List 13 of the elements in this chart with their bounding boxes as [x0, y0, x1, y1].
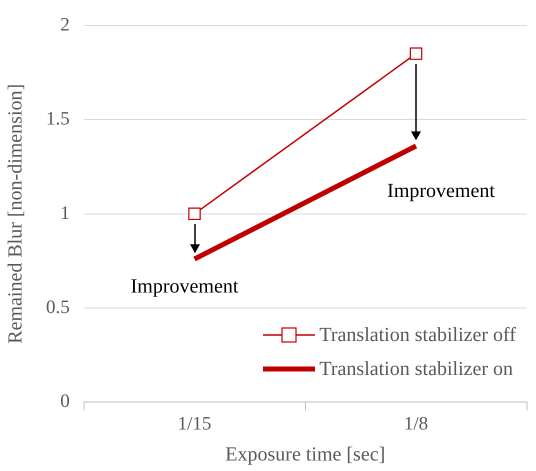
y-tick-label: 2	[60, 14, 70, 36]
x-tick-label: 1/8	[404, 414, 428, 435]
y-tick-label: 0.5	[46, 296, 70, 318]
annotation: Improvement	[130, 275, 239, 298]
x-axis-title: Exposure time [sec]	[225, 443, 386, 466]
y-tick-label: 1.5	[46, 108, 70, 130]
legend-label: Translation stabilizer on	[319, 358, 514, 380]
annotation: Improvement	[387, 180, 496, 202]
legend-label: Translation stabilizer off	[319, 324, 516, 346]
y-axis-title: Remained Blur [non-dimension]	[4, 84, 26, 344]
y-tick-label: 0	[60, 391, 70, 412]
x-tick-label: 1/15	[178, 414, 212, 435]
y-tick-label: 1	[60, 202, 70, 224]
